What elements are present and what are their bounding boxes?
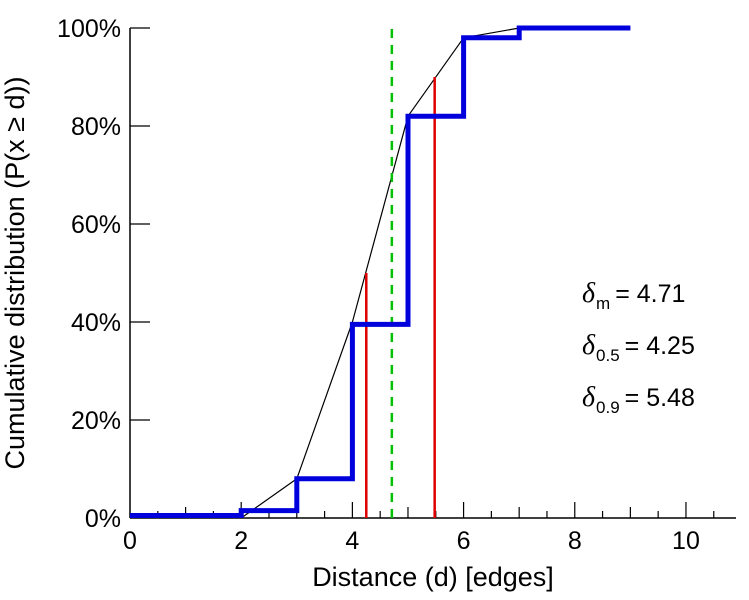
- p90-subscript: 0.9: [596, 398, 620, 417]
- p90-annotation: δ 0.9 = 5.48: [582, 382, 695, 434]
- y-tick-label: 0%: [85, 505, 121, 533]
- empirical-cdf-line: [130, 25, 631, 518]
- x-tick-label: 4: [345, 527, 359, 555]
- y-tick-label: 80%: [71, 113, 121, 141]
- y-tick-label: 60%: [71, 211, 121, 239]
- x-tick-label: 2: [234, 527, 248, 555]
- x-tick-label: 6: [457, 527, 471, 555]
- median-value: = 4.25: [624, 332, 695, 360]
- delta-symbol: δ: [582, 278, 596, 309]
- y-tick-label: 20%: [71, 407, 121, 435]
- x-tick-label: 0: [123, 527, 137, 555]
- delta-symbol: δ: [582, 330, 596, 361]
- stats-annotations: δ m = 4.71 δ 0.5 = 4.25 δ 0.9 = 5.48: [582, 278, 695, 434]
- mean-value: = 4.71: [615, 280, 686, 308]
- x-axis-label: Distance (d) [edges]: [312, 562, 554, 592]
- y-tick-label: 40%: [71, 309, 121, 337]
- p90-value: = 5.48: [624, 384, 695, 412]
- delta-symbol: δ: [582, 382, 596, 413]
- y-tick-label: 100%: [57, 15, 121, 43]
- x-tick-label: 10: [672, 527, 700, 555]
- median-annotation: δ 0.5 = 4.25: [582, 330, 695, 382]
- median-subscript: 0.5: [596, 346, 620, 365]
- mean-subscript: m: [596, 294, 611, 313]
- mean-annotation: δ m = 4.71: [582, 278, 695, 330]
- x-tick-label: 8: [568, 527, 582, 555]
- y-axis-label: Cumulative distribution (P(x ≥ d)): [0, 77, 30, 470]
